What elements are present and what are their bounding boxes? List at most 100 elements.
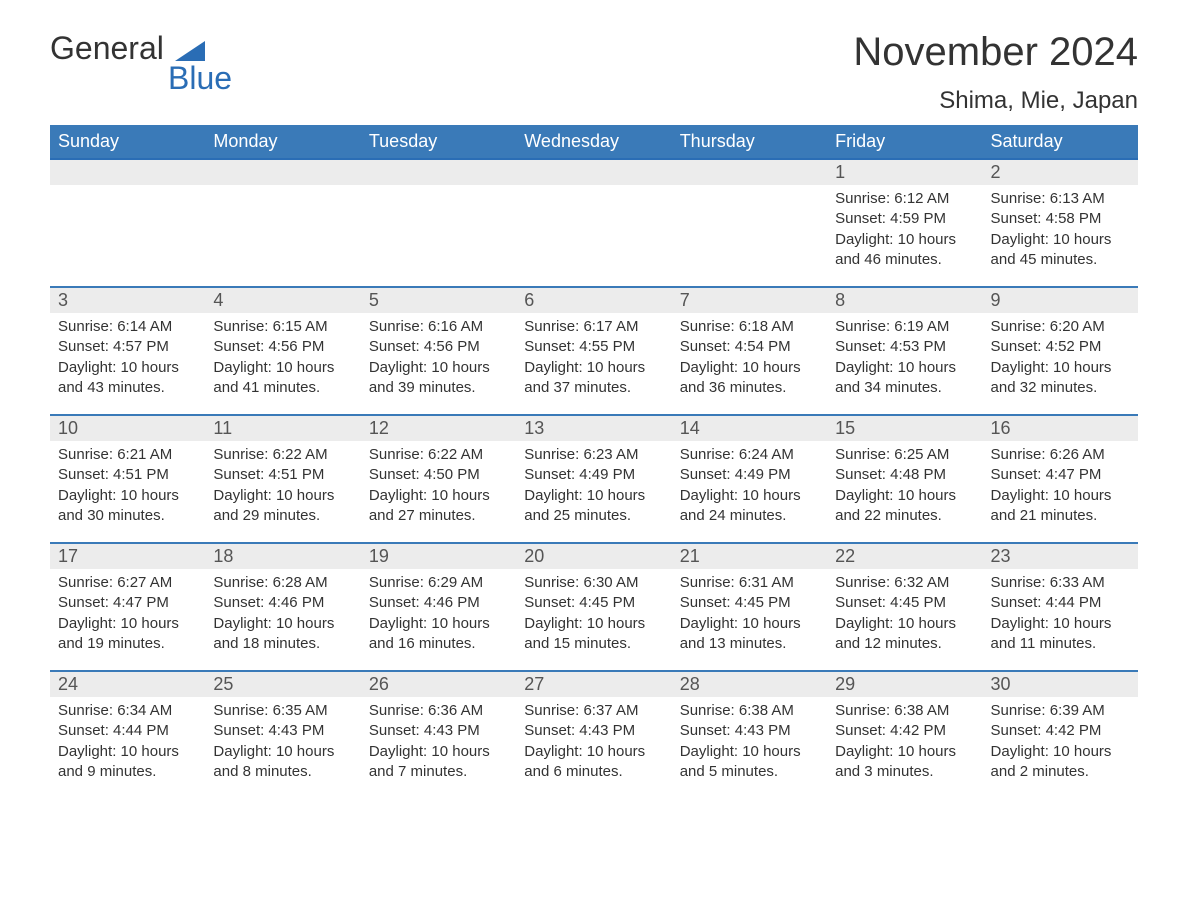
calendar-week-row: 1Sunrise: 6:12 AMSunset: 4:59 PMDaylight…	[50, 159, 1138, 287]
sunset-text: Sunset: 4:54 PM	[680, 337, 819, 357]
calendar-cell: 13Sunrise: 6:23 AMSunset: 4:49 PMDayligh…	[516, 415, 671, 543]
calendar-cell: 26Sunrise: 6:36 AMSunset: 4:43 PMDayligh…	[361, 671, 516, 799]
day-details: Sunrise: 6:18 AMSunset: 4:54 PMDaylight:…	[672, 313, 827, 402]
sunrise-text: Sunrise: 6:36 AM	[369, 701, 508, 721]
calendar-cell: 4Sunrise: 6:15 AMSunset: 4:56 PMDaylight…	[205, 287, 360, 415]
calendar-cell: 30Sunrise: 6:39 AMSunset: 4:42 PMDayligh…	[983, 671, 1138, 799]
daylight-text: Daylight: 10 hours and 11 minutes.	[991, 614, 1130, 655]
daylight-text: Daylight: 10 hours and 36 minutes.	[680, 358, 819, 399]
calendar-week-row: 10Sunrise: 6:21 AMSunset: 4:51 PMDayligh…	[50, 415, 1138, 543]
calendar-cell: 25Sunrise: 6:35 AMSunset: 4:43 PMDayligh…	[205, 671, 360, 799]
daylight-text: Daylight: 10 hours and 22 minutes.	[835, 486, 974, 527]
day-number: 26	[361, 672, 516, 697]
daylight-text: Daylight: 10 hours and 13 minutes.	[680, 614, 819, 655]
sunset-text: Sunset: 4:45 PM	[524, 593, 663, 613]
day-number-empty	[672, 160, 827, 185]
day-number: 13	[516, 416, 671, 441]
day-number-empty	[516, 160, 671, 185]
sunset-text: Sunset: 4:42 PM	[991, 721, 1130, 741]
calendar-week-row: 24Sunrise: 6:34 AMSunset: 4:44 PMDayligh…	[50, 671, 1138, 799]
month-title: November 2024	[853, 30, 1138, 75]
day-number: 8	[827, 288, 982, 313]
day-number-empty	[50, 160, 205, 185]
sunrise-text: Sunrise: 6:24 AM	[680, 445, 819, 465]
sunrise-text: Sunrise: 6:17 AM	[524, 317, 663, 337]
calendar-cell: 12Sunrise: 6:22 AMSunset: 4:50 PMDayligh…	[361, 415, 516, 543]
calendar-cell: 14Sunrise: 6:24 AMSunset: 4:49 PMDayligh…	[672, 415, 827, 543]
day-details: Sunrise: 6:22 AMSunset: 4:50 PMDaylight:…	[361, 441, 516, 530]
day-number: 5	[361, 288, 516, 313]
calendar-cell	[50, 159, 205, 287]
sunrise-text: Sunrise: 6:22 AM	[369, 445, 508, 465]
day-number-empty	[361, 160, 516, 185]
sunset-text: Sunset: 4:43 PM	[369, 721, 508, 741]
calendar-cell: 16Sunrise: 6:26 AMSunset: 4:47 PMDayligh…	[983, 415, 1138, 543]
calendar-cell: 19Sunrise: 6:29 AMSunset: 4:46 PMDayligh…	[361, 543, 516, 671]
logo-text-blue: Blue	[168, 60, 232, 97]
calendar-cell: 21Sunrise: 6:31 AMSunset: 4:45 PMDayligh…	[672, 543, 827, 671]
calendar-cell: 24Sunrise: 6:34 AMSunset: 4:44 PMDayligh…	[50, 671, 205, 799]
calendar-week-row: 17Sunrise: 6:27 AMSunset: 4:47 PMDayligh…	[50, 543, 1138, 671]
logo-text1: General	[50, 30, 164, 66]
sunset-text: Sunset: 4:47 PM	[991, 465, 1130, 485]
sunset-text: Sunset: 4:44 PM	[991, 593, 1130, 613]
calendar-cell: 29Sunrise: 6:38 AMSunset: 4:42 PMDayligh…	[827, 671, 982, 799]
sunset-text: Sunset: 4:45 PM	[680, 593, 819, 613]
daylight-text: Daylight: 10 hours and 32 minutes.	[991, 358, 1130, 399]
calendar-table: SundayMondayTuesdayWednesdayThursdayFrid…	[50, 125, 1138, 799]
daylight-text: Daylight: 10 hours and 27 minutes.	[369, 486, 508, 527]
day-details: Sunrise: 6:23 AMSunset: 4:49 PMDaylight:…	[516, 441, 671, 530]
sunset-text: Sunset: 4:50 PM	[369, 465, 508, 485]
weekday-header: Tuesday	[361, 125, 516, 159]
sunset-text: Sunset: 4:55 PM	[524, 337, 663, 357]
sunrise-text: Sunrise: 6:38 AM	[835, 701, 974, 721]
weekday-header: Thursday	[672, 125, 827, 159]
sunrise-text: Sunrise: 6:37 AM	[524, 701, 663, 721]
day-details: Sunrise: 6:13 AMSunset: 4:58 PMDaylight:…	[983, 185, 1138, 274]
sunrise-text: Sunrise: 6:38 AM	[680, 701, 819, 721]
day-number: 4	[205, 288, 360, 313]
sunset-text: Sunset: 4:48 PM	[835, 465, 974, 485]
calendar-cell: 22Sunrise: 6:32 AMSunset: 4:45 PMDayligh…	[827, 543, 982, 671]
calendar-cell: 3Sunrise: 6:14 AMSunset: 4:57 PMDaylight…	[50, 287, 205, 415]
sunset-text: Sunset: 4:56 PM	[369, 337, 508, 357]
sunrise-text: Sunrise: 6:30 AM	[524, 573, 663, 593]
day-details: Sunrise: 6:34 AMSunset: 4:44 PMDaylight:…	[50, 697, 205, 786]
day-number: 15	[827, 416, 982, 441]
calendar-cell: 6Sunrise: 6:17 AMSunset: 4:55 PMDaylight…	[516, 287, 671, 415]
day-number: 23	[983, 544, 1138, 569]
sunrise-text: Sunrise: 6:12 AM	[835, 189, 974, 209]
sunrise-text: Sunrise: 6:14 AM	[58, 317, 197, 337]
daylight-text: Daylight: 10 hours and 41 minutes.	[213, 358, 352, 399]
calendar-cell	[361, 159, 516, 287]
day-number: 11	[205, 416, 360, 441]
day-details: Sunrise: 6:25 AMSunset: 4:48 PMDaylight:…	[827, 441, 982, 530]
daylight-text: Daylight: 10 hours and 30 minutes.	[58, 486, 197, 527]
sunrise-text: Sunrise: 6:23 AM	[524, 445, 663, 465]
day-number: 16	[983, 416, 1138, 441]
day-number: 24	[50, 672, 205, 697]
day-number: 2	[983, 160, 1138, 185]
weekday-header: Wednesday	[516, 125, 671, 159]
day-details: Sunrise: 6:17 AMSunset: 4:55 PMDaylight:…	[516, 313, 671, 402]
day-number: 17	[50, 544, 205, 569]
calendar-cell: 28Sunrise: 6:38 AMSunset: 4:43 PMDayligh…	[672, 671, 827, 799]
sunrise-text: Sunrise: 6:22 AM	[213, 445, 352, 465]
calendar-cell: 1Sunrise: 6:12 AMSunset: 4:59 PMDaylight…	[827, 159, 982, 287]
weekday-header-row: SundayMondayTuesdayWednesdayThursdayFrid…	[50, 125, 1138, 159]
day-details: Sunrise: 6:29 AMSunset: 4:46 PMDaylight:…	[361, 569, 516, 658]
day-number: 29	[827, 672, 982, 697]
calendar-cell: 8Sunrise: 6:19 AMSunset: 4:53 PMDaylight…	[827, 287, 982, 415]
day-number: 14	[672, 416, 827, 441]
sunset-text: Sunset: 4:44 PM	[58, 721, 197, 741]
sunrise-text: Sunrise: 6:18 AM	[680, 317, 819, 337]
day-details: Sunrise: 6:21 AMSunset: 4:51 PMDaylight:…	[50, 441, 205, 530]
day-details: Sunrise: 6:38 AMSunset: 4:43 PMDaylight:…	[672, 697, 827, 786]
weekday-header: Sunday	[50, 125, 205, 159]
sunset-text: Sunset: 4:42 PM	[835, 721, 974, 741]
daylight-text: Daylight: 10 hours and 45 minutes.	[991, 230, 1130, 271]
calendar-cell: 5Sunrise: 6:16 AMSunset: 4:56 PMDaylight…	[361, 287, 516, 415]
day-number: 25	[205, 672, 360, 697]
daylight-text: Daylight: 10 hours and 8 minutes.	[213, 742, 352, 783]
calendar-cell: 9Sunrise: 6:20 AMSunset: 4:52 PMDaylight…	[983, 287, 1138, 415]
